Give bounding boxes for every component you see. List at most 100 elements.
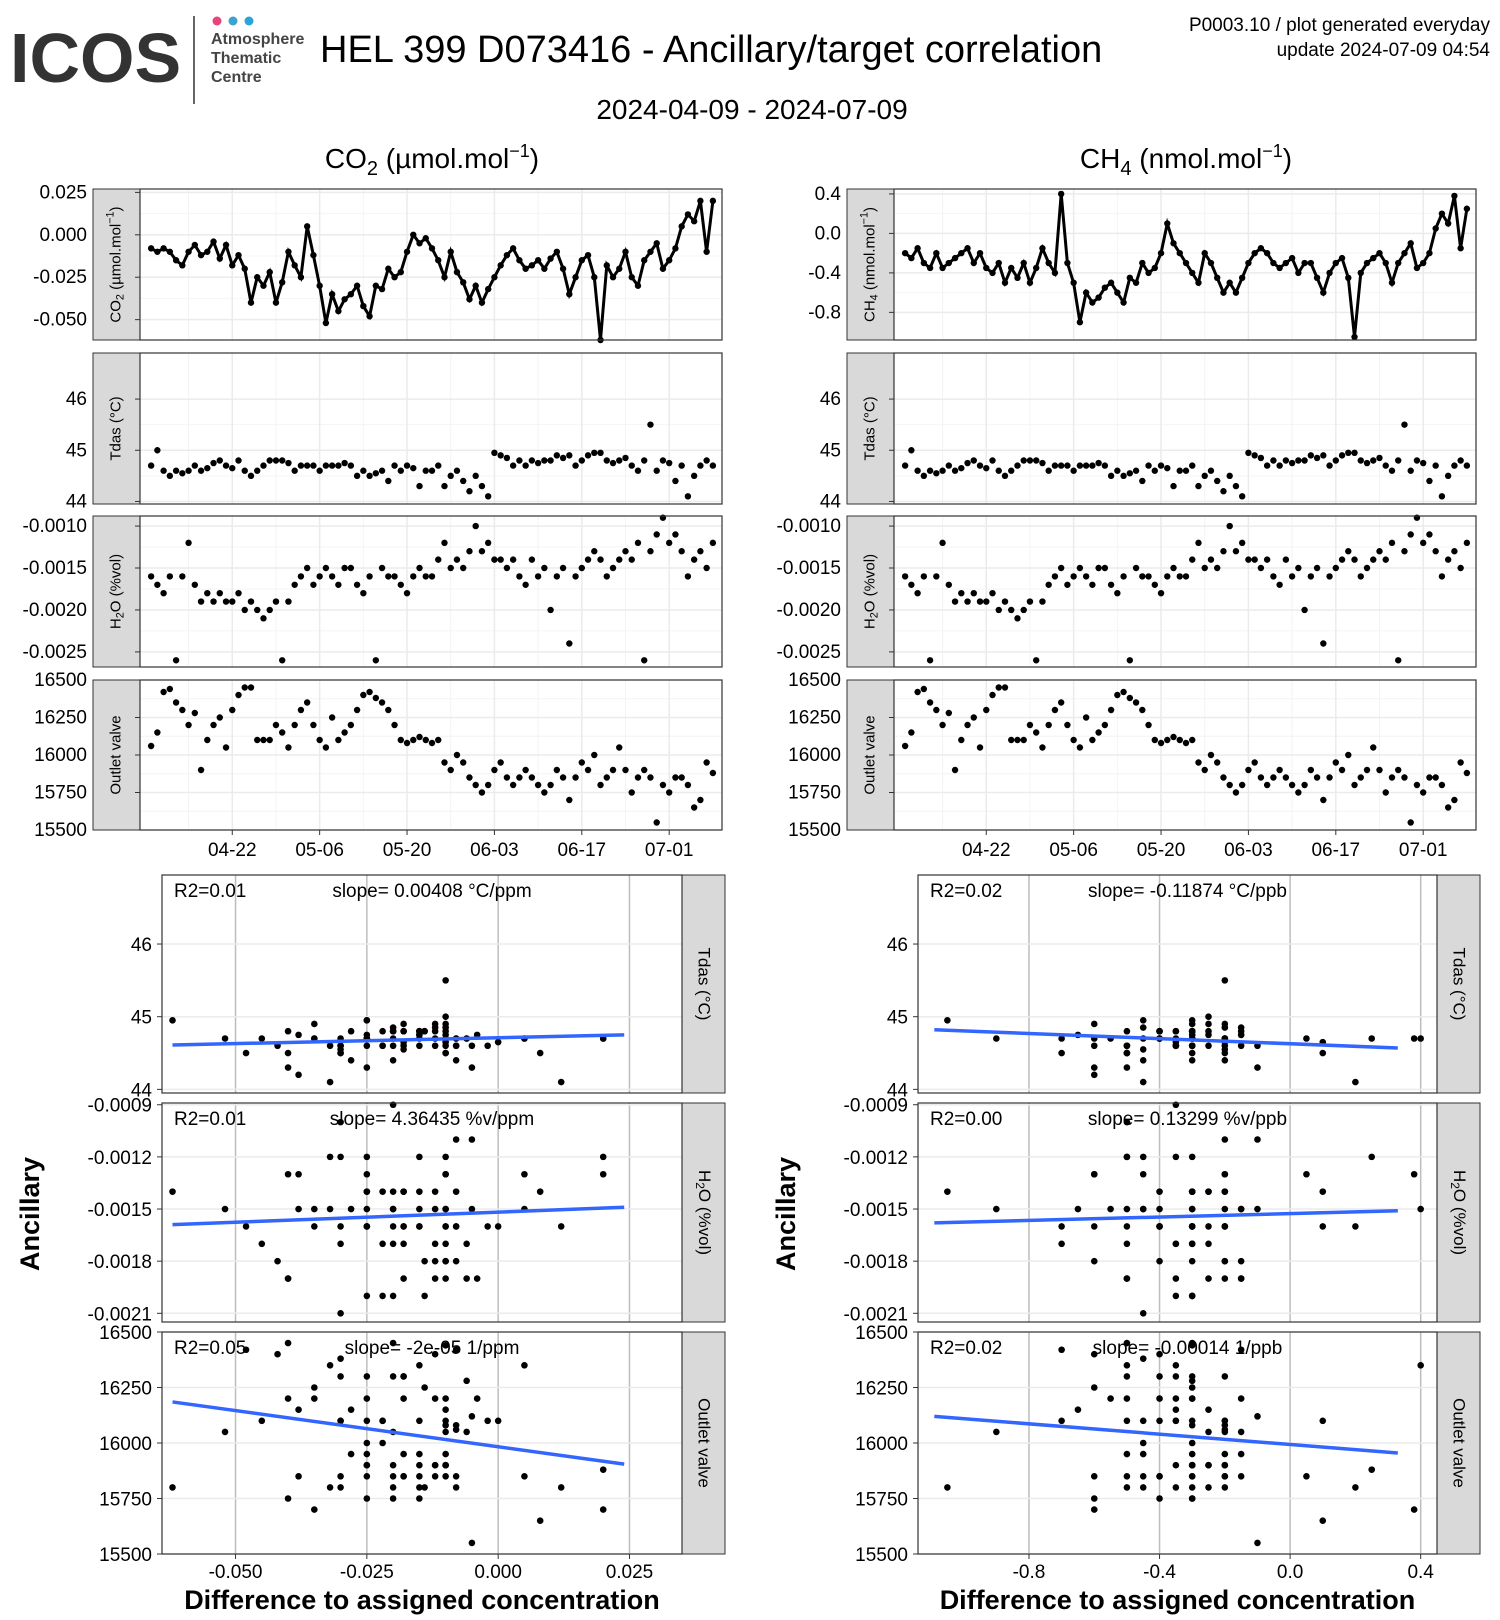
- data-point: [435, 462, 442, 469]
- data-point: [1438, 573, 1446, 580]
- data-point: [204, 589, 211, 597]
- data-point: [1026, 279, 1034, 286]
- data-point: [1205, 1406, 1212, 1413]
- data-point: [1419, 789, 1427, 796]
- data-point: [1451, 462, 1458, 469]
- data-point: [616, 744, 623, 751]
- data-point: [1319, 1188, 1327, 1195]
- data-point: [599, 1170, 607, 1178]
- data-point: [1045, 259, 1052, 267]
- data-point: [1039, 598, 1046, 605]
- data-point: [1303, 1170, 1310, 1178]
- data-point: [944, 1484, 951, 1491]
- data-point: [322, 564, 330, 572]
- data-point: [1139, 1046, 1147, 1053]
- data-point: [1090, 1495, 1098, 1502]
- data-point: [389, 1495, 397, 1502]
- data-point: [452, 1421, 460, 1429]
- data-point: [442, 1421, 449, 1429]
- data-point: [278, 729, 286, 736]
- data-point: [559, 454, 567, 462]
- data-point: [1201, 564, 1208, 572]
- data-point: [295, 1406, 302, 1413]
- data-point: [1101, 721, 1109, 729]
- data-point: [197, 251, 205, 259]
- data-point: [389, 1484, 397, 1491]
- data-point: [1432, 774, 1439, 781]
- data-point: [1220, 774, 1227, 781]
- data-point: [372, 282, 380, 289]
- data-point: [229, 464, 236, 472]
- data-point: [1188, 1223, 1196, 1230]
- data-point: [260, 615, 267, 622]
- data-point: [521, 1473, 528, 1480]
- y-axis-title: Ancillary: [771, 1157, 801, 1271]
- data-point: [1370, 556, 1377, 563]
- data-point: [945, 462, 953, 469]
- data-point: [453, 268, 461, 276]
- data-point: [1382, 789, 1389, 796]
- data-point: [1237, 1473, 1245, 1480]
- scatter-panel: H2O (%vol) -0.0009 -0.0012 -0.0015 -0.0018 -0…: [844, 1096, 1481, 1325]
- data-point: [597, 449, 604, 457]
- data-point: [347, 1057, 355, 1064]
- data-point: [1205, 1428, 1212, 1436]
- data-point: [326, 1484, 334, 1491]
- data-point: [1201, 766, 1208, 774]
- data-point: [914, 245, 921, 252]
- data-point: [431, 1020, 439, 1028]
- data-point: [284, 1064, 292, 1071]
- data-point: [1388, 774, 1396, 781]
- data-point: [1382, 259, 1389, 267]
- data-point: [185, 467, 192, 474]
- data-point: [197, 598, 205, 605]
- data-point: [1238, 781, 1246, 789]
- data-point: [1232, 289, 1240, 296]
- data-point: [453, 751, 461, 759]
- slope-label: slope= -2e-05 1/ppm: [345, 1338, 520, 1359]
- data-point: [1426, 477, 1433, 485]
- strip-label: CH4 (nmol.mol−1): [858, 207, 880, 322]
- data-point: [284, 1495, 292, 1502]
- data-point: [442, 1170, 449, 1178]
- data-point: [468, 1413, 476, 1420]
- data-point: [1101, 462, 1109, 469]
- data-point: [1395, 457, 1402, 464]
- y-axis-title: Ancillary: [15, 1157, 45, 1271]
- data-point: [278, 279, 286, 286]
- data-point: [363, 1461, 371, 1469]
- data-point: [310, 581, 317, 588]
- data-point: [1352, 1223, 1359, 1230]
- data-point: [1057, 564, 1065, 572]
- data-point: [1188, 1042, 1196, 1050]
- data-point: [1207, 751, 1215, 759]
- data-point: [1338, 254, 1346, 262]
- data-point: [1188, 1421, 1196, 1429]
- data-point: [597, 556, 604, 563]
- data-point: [391, 274, 398, 281]
- data-point: [1276, 766, 1283, 774]
- data-point: [1407, 531, 1414, 538]
- data-point: [241, 467, 248, 474]
- panel-strip: [1436, 1102, 1481, 1323]
- data-point: [1320, 796, 1327, 804]
- data-point: [431, 1473, 439, 1480]
- data-point: [1257, 454, 1265, 462]
- data-point: [1388, 539, 1396, 547]
- data-point: [295, 1205, 302, 1213]
- y-tick-label: -0.0010: [777, 516, 841, 537]
- data-point: [1170, 733, 1177, 741]
- data-point: [1139, 1439, 1147, 1447]
- data-point: [536, 1188, 544, 1195]
- data-point: [472, 781, 479, 789]
- data-point: [335, 581, 342, 588]
- data-point: [1351, 556, 1358, 563]
- data-point: [958, 249, 965, 257]
- data-point: [1376, 249, 1383, 257]
- data-point: [1107, 706, 1115, 714]
- data-point: [389, 1373, 397, 1380]
- data-point: [491, 449, 498, 457]
- data-point: [609, 459, 617, 467]
- data-point: [536, 1517, 544, 1524]
- data-point: [452, 1473, 460, 1480]
